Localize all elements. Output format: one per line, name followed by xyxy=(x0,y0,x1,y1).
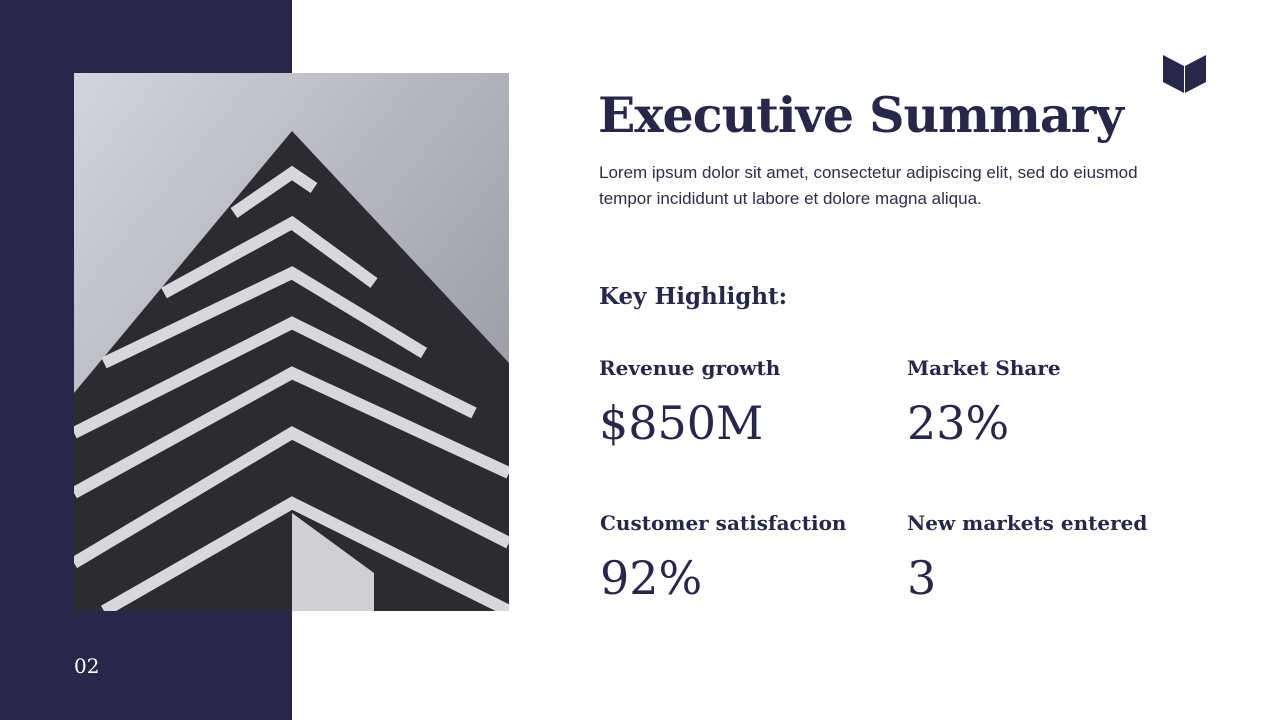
open-book-icon xyxy=(1163,55,1206,93)
stat-new-markets: New markets entered 3 xyxy=(907,511,1147,605)
stat-value: 23% xyxy=(907,396,1010,450)
stat-value: 3 xyxy=(907,551,937,605)
stat-value: $850M xyxy=(599,396,764,450)
building-photo xyxy=(74,73,509,611)
slide-title: Executive Summary xyxy=(598,86,1124,144)
slide-description: Lorem ipsum dolor sit amet, consectetur … xyxy=(599,163,1138,208)
stat-label: Revenue growth xyxy=(599,356,781,380)
key-highlight-heading: Key Highlight: xyxy=(599,283,788,310)
stat-value: 92% xyxy=(600,551,703,605)
stat-customer-satisfaction: Customer satisfaction 92% xyxy=(600,511,846,605)
stat-revenue-growth: Revenue growth $850M xyxy=(599,356,780,450)
stat-label: Market Share xyxy=(907,356,1061,380)
stat-market-share: Market Share 23% xyxy=(907,356,1061,450)
stat-label: Customer satisfaction xyxy=(600,511,847,535)
page-number: 02 xyxy=(74,654,100,678)
stat-label: New markets entered xyxy=(907,511,1148,535)
